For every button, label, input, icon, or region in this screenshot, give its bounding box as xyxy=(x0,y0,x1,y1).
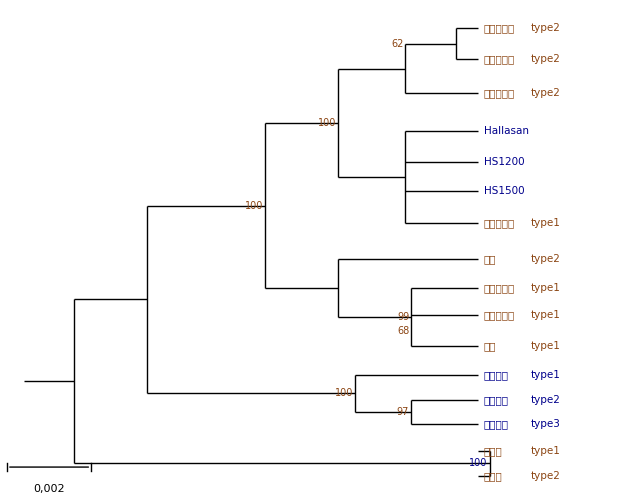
Text: type1: type1 xyxy=(531,446,561,456)
Text: 한택산수국: 한택산수국 xyxy=(483,310,515,321)
Text: 100: 100 xyxy=(245,201,263,210)
Text: 바위수국: 바위수국 xyxy=(483,419,508,429)
Text: 한택산수국: 한택산수국 xyxy=(483,54,515,64)
Text: type2: type2 xyxy=(531,54,561,64)
Text: 62: 62 xyxy=(391,39,404,48)
Text: 99: 99 xyxy=(397,312,409,322)
Text: 100: 100 xyxy=(334,388,353,399)
Text: 탁라산수국: 탁라산수국 xyxy=(483,88,515,98)
Text: type3: type3 xyxy=(531,419,561,429)
Text: type1: type1 xyxy=(531,284,561,293)
Text: type2: type2 xyxy=(531,88,561,98)
Text: type1: type1 xyxy=(531,341,561,351)
Text: type2: type2 xyxy=(531,471,561,481)
Text: 등수국: 등수국 xyxy=(483,471,503,481)
Text: 탁라산수국: 탁라산수국 xyxy=(483,218,515,228)
Text: type1: type1 xyxy=(531,370,561,380)
Text: 0,002: 0,002 xyxy=(33,484,65,494)
Text: 100: 100 xyxy=(318,118,336,128)
Text: 일본산수국: 일본산수국 xyxy=(483,284,515,293)
Text: HS1200: HS1200 xyxy=(483,157,524,166)
Text: 수국: 수국 xyxy=(483,254,496,264)
Text: HS1500: HS1500 xyxy=(483,186,524,196)
Text: type2: type2 xyxy=(531,254,561,264)
Text: 100: 100 xyxy=(469,458,488,468)
Text: type2: type2 xyxy=(531,23,561,34)
Text: 97: 97 xyxy=(397,407,409,417)
Text: type2: type2 xyxy=(531,395,561,405)
Text: 수국: 수국 xyxy=(483,341,496,351)
Text: type1: type1 xyxy=(531,218,561,228)
Text: type1: type1 xyxy=(531,310,561,321)
Text: 바위수국: 바위수국 xyxy=(483,395,508,405)
Text: 바위수국: 바위수국 xyxy=(483,370,508,380)
Text: 68: 68 xyxy=(397,326,409,335)
Text: 등수국: 등수국 xyxy=(483,446,503,456)
Text: Hallasan: Hallasan xyxy=(483,126,529,136)
Text: 일본산수국: 일본산수국 xyxy=(483,23,515,34)
